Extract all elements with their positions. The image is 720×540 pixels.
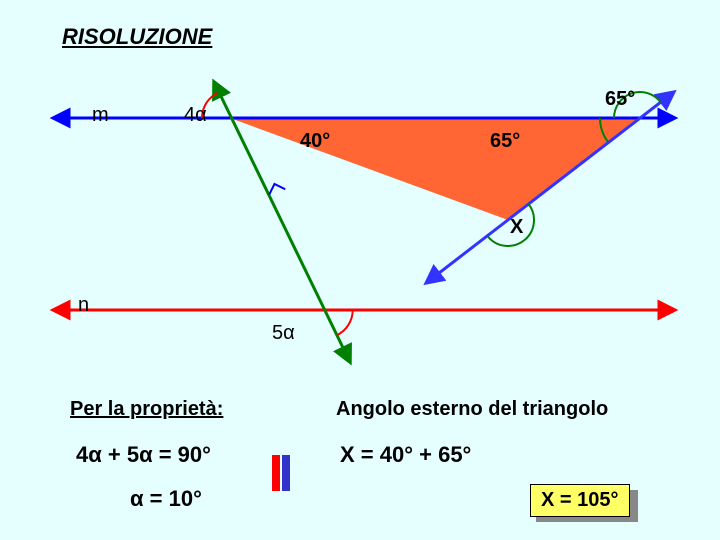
- marker-red: [272, 455, 280, 491]
- label-m: m: [92, 104, 109, 127]
- marker-blue: [282, 455, 290, 491]
- result-box: X = 105°: [530, 484, 630, 517]
- external-angle-label: Angolo esterno del triangolo: [336, 398, 608, 421]
- property-label: Per la proprietà:: [70, 398, 223, 421]
- eq-x: X = 40° + 65°: [340, 442, 471, 468]
- label-n: n: [78, 294, 89, 317]
- label-5alpha: 5α: [272, 322, 295, 345]
- eq-alpha: α = 10°: [130, 486, 202, 512]
- eq-sum: 4α + 5α = 90°: [76, 442, 211, 468]
- label-4alpha: 4α: [184, 104, 207, 127]
- label-x: X: [510, 216, 523, 239]
- label-65-top: 65°: [605, 88, 635, 111]
- label-40: 40°: [300, 130, 330, 153]
- label-65-mid: 65°: [490, 130, 520, 153]
